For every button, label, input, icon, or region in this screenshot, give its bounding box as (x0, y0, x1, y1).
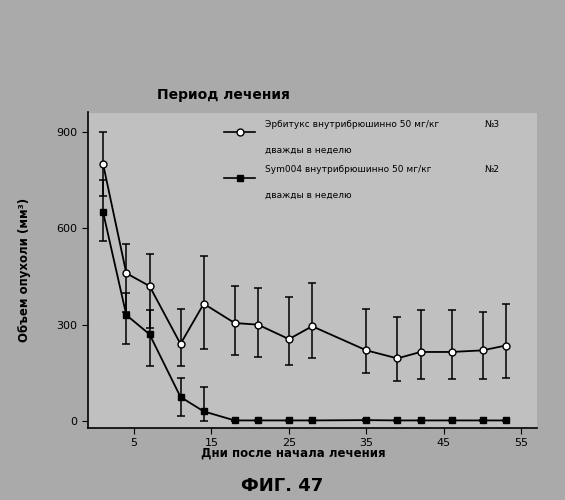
Text: Sym004 внутрибрюшинно 50 мг/кг: Sym004 внутрибрюшинно 50 мг/кг (265, 165, 431, 174)
Text: Дни после начала лечения: Дни после начала лечения (202, 447, 386, 460)
Text: дважды в неделю: дважды в неделю (265, 191, 351, 200)
Text: Эрбитукс внутрибрюшинно 50 мг/кг: Эрбитукс внутрибрюшинно 50 мг/кг (265, 120, 439, 128)
Text: Объем опухоли (мм³): Объем опухоли (мм³) (18, 198, 31, 342)
Text: ФИГ. 47: ФИГ. 47 (241, 477, 324, 495)
Text: Период лечения: Период лечения (157, 88, 290, 102)
Text: №2: №2 (484, 165, 499, 174)
Text: №3: №3 (484, 120, 499, 128)
Text: дважды в неделю: дважды в неделю (265, 146, 351, 155)
